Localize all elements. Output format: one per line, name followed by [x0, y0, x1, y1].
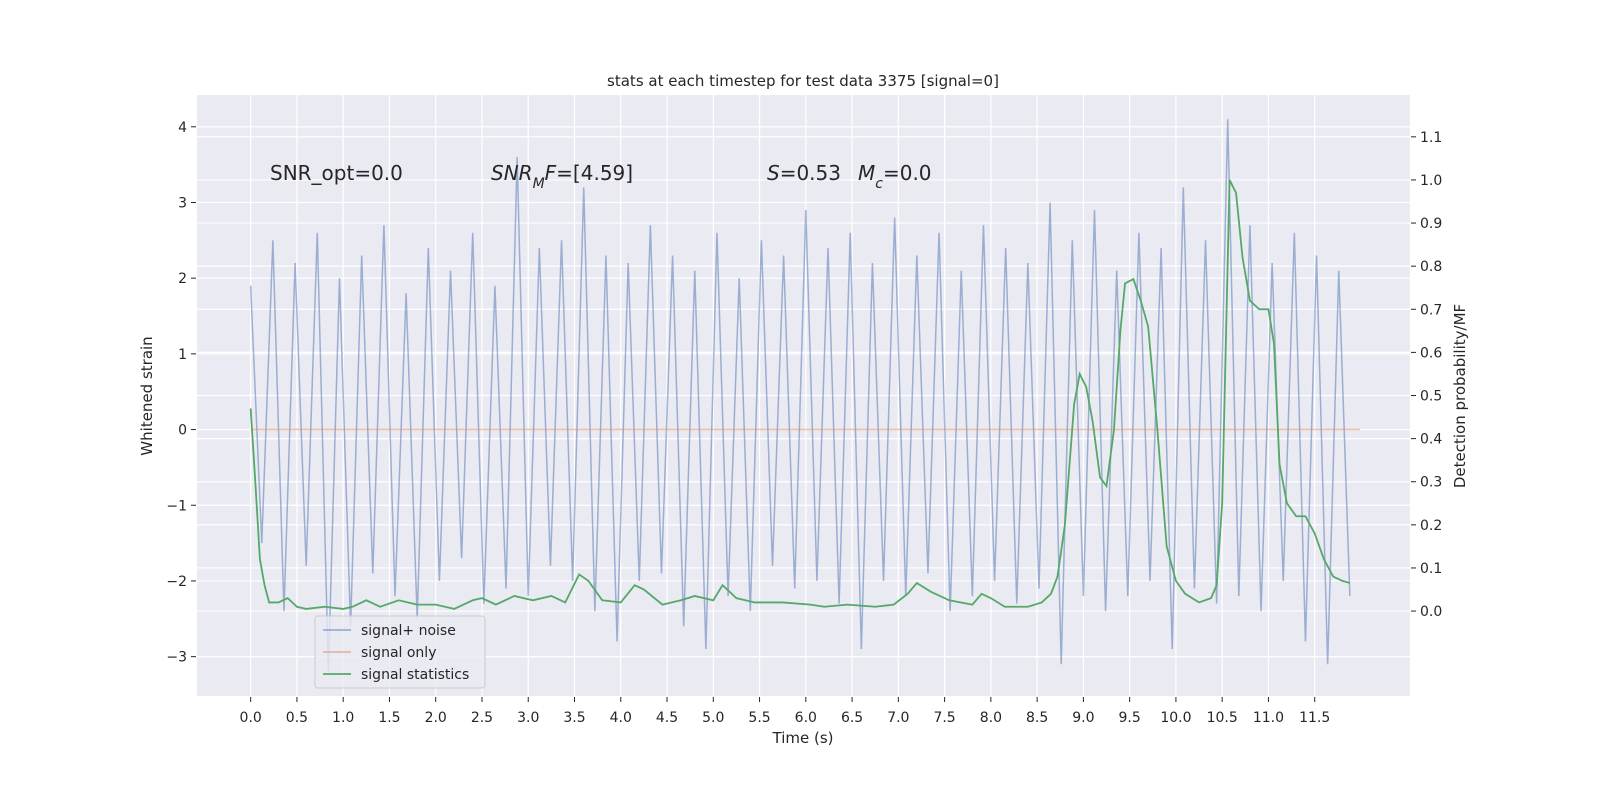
- y-tick-label: 1: [178, 347, 187, 363]
- legend-label: signal only: [361, 645, 436, 661]
- annotation: Mc=0.0: [858, 161, 932, 192]
- x-tick-label: 9.5: [1119, 710, 1141, 726]
- y2-tick-label: 0.4: [1420, 432, 1442, 448]
- x-tick-label: 6.0: [795, 710, 817, 726]
- y-tick-label: 4: [178, 120, 187, 136]
- x-tick-label: 10.0: [1160, 710, 1191, 726]
- y-axis-label: Whitened strain: [138, 336, 156, 455]
- y-tick-label: −3: [166, 650, 187, 666]
- x-tick-label: 5.5: [748, 710, 770, 726]
- y-tick-label: 3: [178, 195, 187, 211]
- annotation-part: M: [858, 161, 875, 185]
- x-tick-label: 4.0: [610, 710, 632, 726]
- annotation-part: F: [545, 161, 557, 185]
- y-tick-label: −2: [166, 574, 187, 590]
- y2-tick-label: 0.2: [1420, 518, 1442, 534]
- y-tick-label: −1: [166, 498, 187, 514]
- y-tick-label: 2: [178, 271, 187, 287]
- x-tick-label: 11.0: [1253, 710, 1284, 726]
- annotation-part: SNR: [491, 161, 533, 185]
- x-tick-label: 10.5: [1207, 710, 1238, 726]
- x-tick-label: 8.5: [1026, 710, 1048, 726]
- y2-tick-label: 0.3: [1420, 475, 1442, 491]
- annotation: S=0.53: [767, 161, 841, 185]
- x-tick-label: 0.0: [240, 710, 262, 726]
- x-tick-label: 0.5: [286, 710, 308, 726]
- y2-tick-label: 0.7: [1420, 302, 1442, 318]
- legend-box: [314, 615, 486, 689]
- annotation-part: =0.0: [883, 161, 932, 185]
- y-tick-label: 0: [178, 423, 187, 439]
- x-tick-label: 2.5: [471, 710, 493, 726]
- y2-tick-label: 0.6: [1420, 345, 1442, 361]
- x-tick-label: 4.5: [656, 710, 678, 726]
- annotation: SNR_opt=0.0: [270, 161, 403, 185]
- y2-tick-label: 1.0: [1420, 173, 1442, 189]
- x-tick-label: 3.0: [517, 710, 539, 726]
- x-tick-label: 6.5: [841, 710, 863, 726]
- y2-tick-label: 0.5: [1420, 389, 1442, 405]
- legend-label: signal statistics: [361, 667, 469, 683]
- annotation-part: M: [533, 176, 545, 192]
- y2-tick-label: 0.9: [1420, 216, 1442, 232]
- annotation-part: SNR_opt=0.0: [270, 161, 403, 185]
- x-tick-label: 2.0: [425, 710, 447, 726]
- series-line: [249, 179, 1351, 610]
- x-tick-label: 9.0: [1072, 710, 1094, 726]
- annotation: SNRMF=[4.59]: [491, 161, 633, 192]
- annotation-part: =[4.59]: [556, 161, 633, 185]
- y2-tick-label: 1.1: [1420, 130, 1442, 146]
- series-line: [249, 119, 1351, 672]
- x-tick-label: 8.0: [980, 710, 1002, 726]
- annotation-part: c: [875, 176, 883, 192]
- annotation-part: =0.53: [780, 161, 841, 185]
- x-tick-label: 7.5: [933, 710, 955, 726]
- y2-axis-label: Detection probability/MF: [1451, 304, 1469, 488]
- x-tick-label: 1.5: [378, 710, 400, 726]
- x-tick-label: 5.0: [702, 710, 724, 726]
- x-axis-label: Time (s): [772, 729, 834, 747]
- x-tick-label: 7.0: [887, 710, 909, 726]
- x-tick-label: 3.5: [563, 710, 585, 726]
- y2-tick-label: 0.1: [1420, 561, 1442, 577]
- annotation-part: S: [767, 161, 780, 185]
- x-tick-label: 1.0: [332, 710, 354, 726]
- legend-label: signal+ noise: [361, 623, 456, 639]
- chart-title: stats at each timestep for test data 337…: [607, 72, 999, 90]
- x-tick-label: 11.5: [1299, 710, 1330, 726]
- y2-tick-label: 0.8: [1420, 259, 1442, 275]
- y2-tick-label: 0.0: [1420, 604, 1442, 620]
